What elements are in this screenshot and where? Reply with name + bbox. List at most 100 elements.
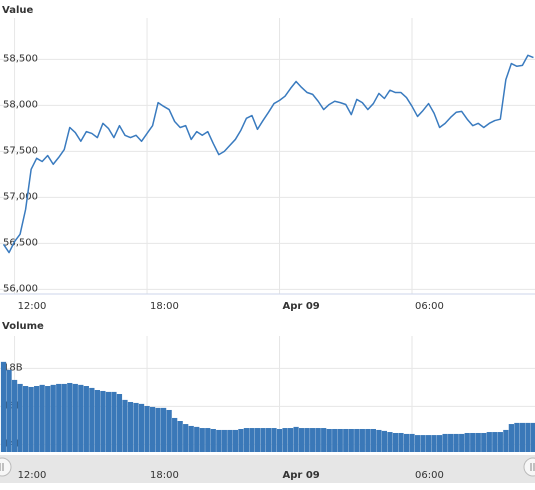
volume-bar bbox=[403, 433, 410, 452]
volume-bar bbox=[310, 428, 316, 452]
volume-bar bbox=[34, 386, 40, 452]
x-tick-label: 12:00 bbox=[18, 301, 47, 312]
volume-bar bbox=[116, 394, 123, 452]
volume-bar bbox=[276, 428, 283, 452]
volume-bar bbox=[409, 433, 415, 452]
volume-bar bbox=[431, 435, 437, 452]
volume-bar bbox=[332, 428, 338, 452]
y-tick-label: 56,000 bbox=[3, 283, 38, 294]
volume-bar bbox=[315, 428, 321, 452]
volume-bar bbox=[89, 387, 95, 452]
x-tick-label: 06:00 bbox=[415, 470, 444, 481]
price-line bbox=[2, 54, 534, 254]
volume-bar bbox=[508, 424, 514, 452]
chart-title: Volume bbox=[2, 321, 44, 332]
volume-bar bbox=[111, 391, 117, 452]
volume-bar bbox=[232, 429, 238, 452]
volume-bar bbox=[475, 432, 481, 452]
volume-bar bbox=[72, 383, 78, 452]
volume-bar bbox=[464, 432, 470, 452]
volume-bar bbox=[486, 432, 492, 452]
volume-bar bbox=[210, 428, 216, 452]
volume-bar bbox=[138, 403, 145, 452]
volume-bar bbox=[453, 433, 459, 452]
volume-bar bbox=[160, 407, 167, 452]
volume-bar bbox=[298, 428, 305, 452]
y-tick-label: 58,000 bbox=[3, 99, 38, 110]
volume-bar bbox=[22, 386, 29, 452]
volume-bar bbox=[321, 428, 327, 452]
volume-bar bbox=[194, 426, 200, 452]
x-tick-label: 18:00 bbox=[150, 301, 179, 312]
volume-bar bbox=[337, 428, 343, 452]
volume-bar bbox=[221, 429, 227, 452]
volume-bar bbox=[359, 428, 365, 452]
navigator-handle-right[interactable] bbox=[523, 457, 535, 477]
volume-bar bbox=[227, 429, 233, 452]
volume-bar bbox=[67, 382, 73, 452]
volume-bar bbox=[6, 369, 12, 452]
volume-bar bbox=[83, 386, 89, 452]
y-tick-label: 56,500 bbox=[3, 237, 38, 248]
x-tick-label: Apr 09 bbox=[283, 470, 320, 481]
volume-bar bbox=[387, 432, 393, 452]
volume-bar bbox=[39, 384, 45, 452]
volume-bar bbox=[525, 422, 531, 452]
volume-bar bbox=[155, 407, 161, 452]
volume-bar bbox=[172, 417, 178, 452]
volume-bar bbox=[265, 428, 272, 452]
chart-title: Value bbox=[2, 5, 33, 16]
volume-bar bbox=[448, 433, 454, 452]
volume-bar bbox=[497, 432, 503, 452]
volume-bar bbox=[348, 428, 354, 452]
volume-bar bbox=[56, 383, 62, 452]
volume-bar bbox=[11, 379, 18, 452]
volume-bar bbox=[177, 421, 183, 452]
navigator-handle-left[interactable] bbox=[0, 457, 12, 477]
volume-bar bbox=[370, 428, 376, 452]
volume-bar bbox=[343, 428, 349, 452]
volume-bar bbox=[127, 401, 134, 452]
volume-bar bbox=[254, 428, 261, 452]
volume-bar bbox=[78, 384, 84, 452]
volume-bar bbox=[166, 409, 172, 452]
volume-bar bbox=[381, 430, 388, 452]
volume-bar bbox=[100, 390, 106, 452]
volume-bar bbox=[481, 432, 487, 452]
volume-bar bbox=[304, 428, 310, 452]
volume-bar bbox=[238, 428, 244, 452]
volume-bar bbox=[271, 428, 277, 452]
volume-bar bbox=[459, 433, 465, 452]
volume-bar bbox=[61, 383, 67, 452]
volume-bar bbox=[105, 391, 112, 452]
volume-bar bbox=[398, 432, 404, 452]
volume-bar bbox=[249, 428, 255, 452]
volume-bar bbox=[282, 428, 288, 452]
volume-bar bbox=[376, 429, 382, 452]
x-tick-label: 18:00 bbox=[150, 470, 179, 481]
y-tick-label: 57,500 bbox=[3, 145, 38, 156]
volume-bar bbox=[425, 435, 432, 452]
volume-bar bbox=[470, 432, 476, 452]
volume-bar bbox=[205, 428, 211, 452]
y-tick-label: 18B bbox=[3, 362, 23, 373]
y-tick-label: 58,500 bbox=[3, 53, 38, 64]
y-tick-label: 57,000 bbox=[3, 191, 38, 202]
volume-bar bbox=[365, 428, 371, 452]
volume-bar bbox=[0, 361, 7, 452]
volume-bar bbox=[503, 429, 509, 452]
volume-bar bbox=[442, 433, 448, 452]
volume-bar bbox=[183, 424, 189, 452]
volume-bar bbox=[530, 422, 535, 452]
volume-bar bbox=[260, 428, 266, 452]
volume-bar bbox=[414, 435, 421, 452]
volume-bar bbox=[45, 386, 51, 452]
volume-bar bbox=[287, 428, 294, 452]
volume-bar bbox=[199, 428, 205, 452]
volume-bar bbox=[492, 432, 498, 452]
volume-bar bbox=[420, 435, 426, 452]
volume-bar bbox=[392, 432, 399, 452]
volume-bar bbox=[216, 429, 222, 452]
